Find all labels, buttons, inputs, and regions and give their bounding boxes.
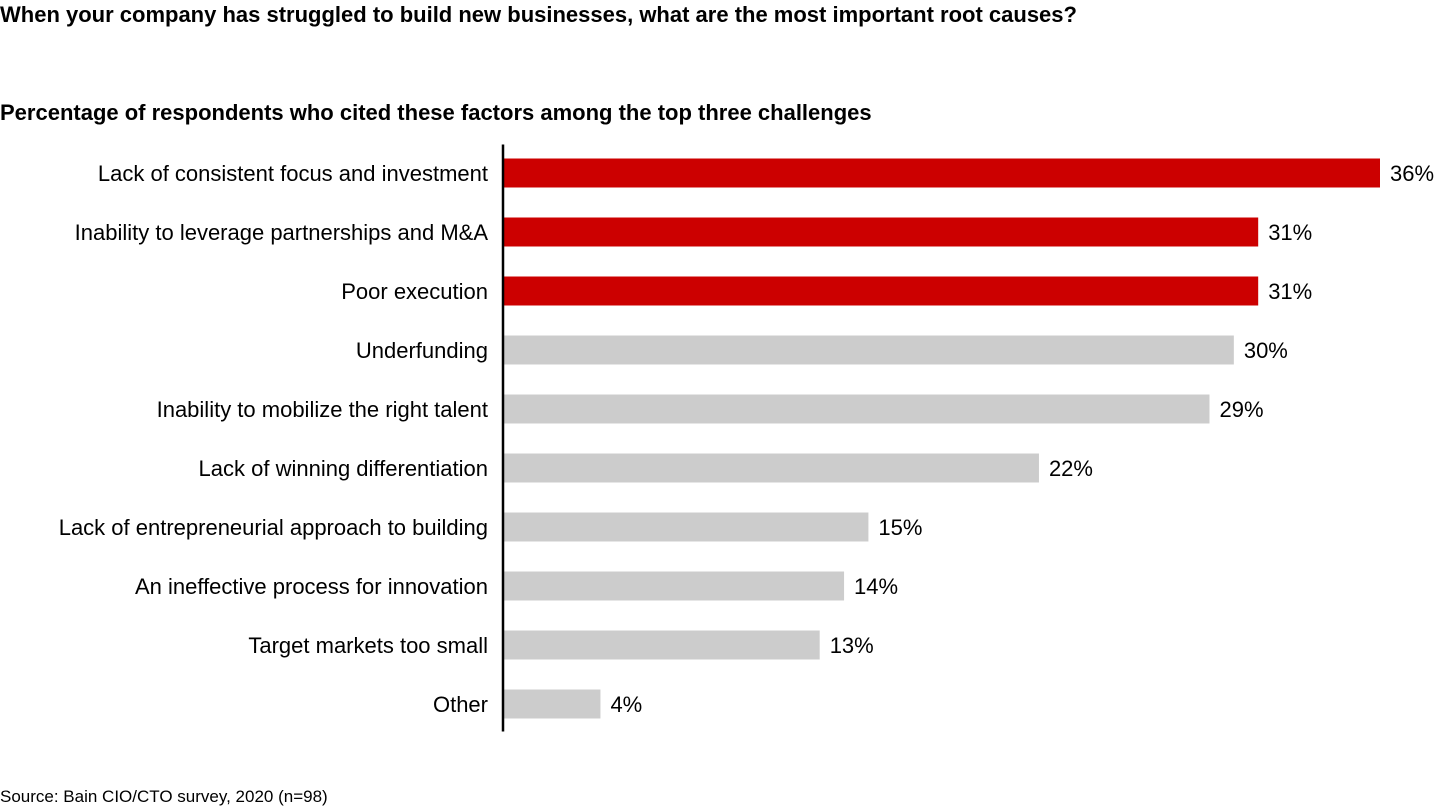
value-label: 4% — [610, 692, 642, 717]
bar-chart: Lack of consistent focus and investment 3… — [59, 144, 1434, 732]
bars-group: Lack of consistent focus and investment 3… — [59, 158, 1434, 719]
value-label: 14% — [854, 574, 898, 599]
bar — [503, 571, 845, 601]
category-label: Inability to mobilize the right talent — [157, 397, 488, 422]
bar — [503, 335, 1234, 365]
value-label: 22% — [1049, 456, 1093, 481]
category-label: An ineffective process for innovation — [135, 574, 488, 599]
chart-subtitle: Percentage of respondents who cited thes… — [0, 100, 872, 125]
bar — [503, 217, 1259, 247]
value-label: 36% — [1390, 161, 1434, 186]
bar — [503, 512, 869, 542]
bar — [503, 276, 1259, 306]
category-label: Target markets too small — [248, 633, 488, 658]
bar — [503, 630, 820, 660]
category-label: Inability to leverage partnerships and M… — [75, 220, 489, 245]
bar — [503, 158, 1380, 188]
category-label: Other — [433, 692, 488, 717]
value-label: 31% — [1268, 220, 1312, 245]
value-label: 29% — [1219, 397, 1263, 422]
category-label: Poor execution — [341, 279, 488, 304]
bar — [503, 689, 601, 719]
value-label: 13% — [830, 633, 874, 658]
value-label: 15% — [878, 515, 922, 540]
category-label: Underfunding — [356, 338, 488, 363]
category-label: Lack of winning differentiation — [199, 456, 488, 481]
source-note: Source: Bain CIO/CTO survey, 2020 (n=98) — [0, 787, 328, 806]
bar — [503, 453, 1039, 483]
category-label: Lack of entrepreneurial approach to buil… — [59, 515, 488, 540]
value-label: 31% — [1268, 279, 1312, 304]
value-label: 30% — [1244, 338, 1288, 363]
category-label: Lack of consistent focus and investment — [98, 161, 488, 186]
chart-title: When your company has struggled to build… — [0, 2, 1077, 27]
bar — [503, 394, 1210, 424]
